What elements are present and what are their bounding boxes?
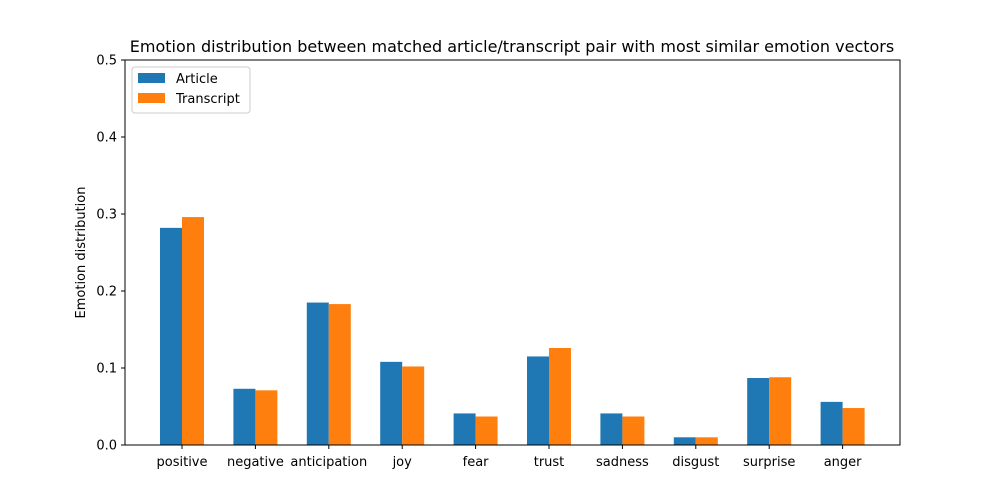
x-tick-label-fear: fear — [463, 455, 490, 470]
bar-article-fear — [453, 413, 476, 445]
y-axis: 0.0 0.1 0.2 0.3 0.4 0.5 — [96, 54, 125, 454]
y-tick-label: 0.4 — [96, 131, 117, 146]
bar-transcript-sadness — [622, 416, 645, 445]
bar-transcript-joy — [402, 366, 425, 445]
y-tick-label: 0.3 — [96, 208, 117, 223]
y-tick-label: 0.5 — [96, 54, 117, 69]
x-tick-label-surprise: surprise — [743, 455, 795, 470]
bar-transcript-negative — [255, 390, 278, 445]
bar-article-surprise — [747, 378, 770, 445]
y-tick-label: 0.1 — [96, 362, 117, 377]
bar-transcript-surprise — [769, 377, 792, 445]
legend-label-article: Article — [176, 72, 218, 87]
bar-transcript-positive — [182, 217, 204, 445]
bar-article-negative — [233, 388, 256, 445]
bar-transcript-anticipation — [328, 304, 351, 445]
legend-swatch-article — [138, 73, 165, 83]
bar-transcript-trust — [549, 347, 571, 445]
bars-group — [160, 217, 865, 445]
bar-article-anticipation — [306, 302, 329, 445]
bar-transcript-anger — [842, 408, 865, 445]
bar-transcript-disgust — [695, 437, 718, 445]
x-tick-label-anticipation: anticipation — [290, 455, 367, 470]
x-tick-label-sadness: sadness — [596, 455, 649, 470]
bar-article-joy — [380, 361, 403, 445]
x-tick-label-trust: trust — [534, 455, 565, 470]
legend: Article Transcript — [131, 66, 251, 114]
bar-transcript-fear — [475, 416, 498, 445]
bar-article-trust — [527, 356, 549, 445]
x-tick-label-disgust: disgust — [672, 455, 719, 470]
x-tick-label-positive: positive — [157, 455, 208, 470]
bar-article-disgust — [673, 437, 696, 445]
bar-article-sadness — [600, 413, 623, 445]
bar-article-anger — [820, 401, 843, 445]
y-tick-label: 0.2 — [96, 285, 117, 300]
chart-title: Emotion distribution between matched art… — [130, 37, 894, 56]
legend-swatch-transcript — [138, 93, 165, 103]
legend-label-transcript: Transcript — [175, 92, 240, 107]
x-tick-label-negative: negative — [227, 455, 284, 470]
bar-article-positive — [160, 227, 182, 445]
y-axis-label: Emotion distribution — [74, 187, 89, 319]
x-axis: positive negative anticipation joy fear trust… — [157, 445, 862, 470]
y-tick-label: 0.0 — [96, 439, 117, 454]
x-tick-label-joy: joy — [392, 455, 413, 470]
x-tick-label-anger: anger — [824, 455, 862, 470]
plot-frame — [124, 59, 901, 446]
